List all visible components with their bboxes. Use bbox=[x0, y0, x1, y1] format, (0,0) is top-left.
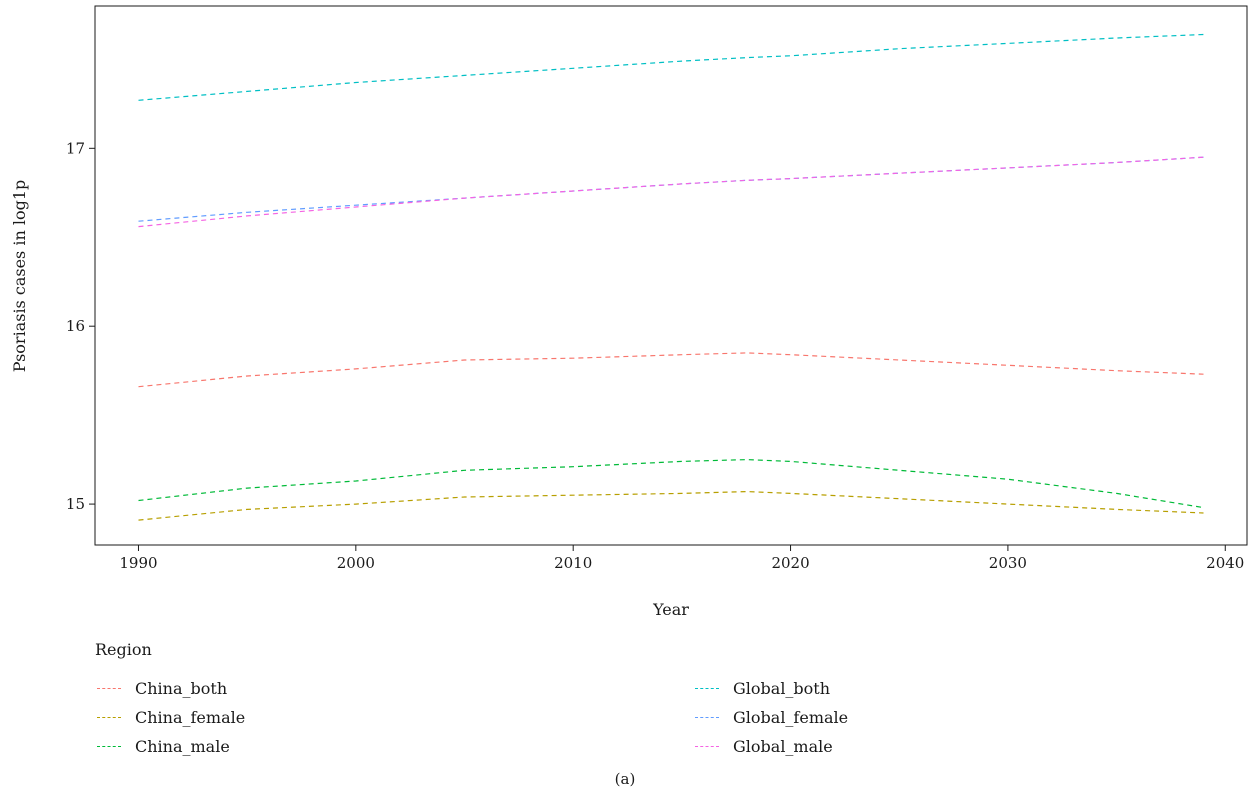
y-axis: 15 16 17 bbox=[66, 139, 95, 513]
legend-item: Global_female bbox=[693, 703, 848, 732]
y-tick-label: 16 bbox=[66, 317, 85, 335]
x-tick-label: 2020 bbox=[771, 554, 809, 572]
legend-column-right: Global_both Global_female Global_male bbox=[693, 674, 848, 761]
line-chart: 1990 2000 2010 2020 2030 2040 15 16 17 Year Pso… bbox=[10, 5, 1248, 619]
legend-item: China_male bbox=[95, 732, 245, 761]
x-tick-label: 2030 bbox=[989, 554, 1027, 572]
legend-title: Region bbox=[95, 640, 152, 659]
legend-label: Global_both bbox=[733, 679, 831, 698]
legend-item: China_both bbox=[95, 674, 245, 703]
legend-item: China_female bbox=[95, 703, 245, 732]
plot-frame bbox=[94, 5, 1248, 546]
x-axis-title: Year bbox=[652, 600, 689, 619]
legend-label: China_female bbox=[135, 708, 246, 727]
legend-column-left: China_both China_female China_male bbox=[95, 674, 245, 761]
legend-key-china-both bbox=[97, 688, 121, 689]
legend-label: Global_male bbox=[733, 737, 833, 756]
legend-key-global-male bbox=[695, 746, 719, 747]
legend-item: Global_both bbox=[693, 674, 848, 703]
legend-key-global-female bbox=[695, 717, 719, 718]
x-tick-label: 2040 bbox=[1206, 554, 1244, 572]
legend-label: China_both bbox=[135, 679, 228, 698]
legend-item: Global_male bbox=[693, 732, 848, 761]
figure-caption: (a) bbox=[614, 770, 636, 788]
x-tick-label: 2010 bbox=[554, 554, 592, 572]
y-tick-label: 17 bbox=[66, 139, 85, 157]
x-tick-label: 2000 bbox=[337, 554, 375, 572]
series-line-china-female bbox=[138, 491, 1204, 521]
legend-key-china-female bbox=[97, 717, 121, 718]
legend-key-china-male bbox=[97, 746, 121, 747]
x-tick-label: 1990 bbox=[119, 554, 157, 572]
legend-label: Global_female bbox=[733, 708, 849, 727]
series-line-global-male bbox=[138, 156, 1204, 228]
x-axis: 1990 2000 2010 2020 2030 2040 bbox=[119, 545, 1244, 572]
legend: Region China_both China_female China_mal… bbox=[95, 640, 995, 770]
series-line-china-both bbox=[138, 352, 1204, 388]
series-line-global-female bbox=[138, 156, 1204, 222]
series-layer bbox=[138, 33, 1204, 521]
legend-label: China_male bbox=[135, 737, 230, 756]
series-line-china-male bbox=[138, 459, 1204, 509]
y-axis-title: Psoriasis cases in log1p bbox=[10, 180, 29, 373]
series-line-global-both bbox=[138, 33, 1204, 101]
legend-key-global-both bbox=[695, 688, 719, 689]
y-tick-label: 15 bbox=[66, 495, 85, 513]
